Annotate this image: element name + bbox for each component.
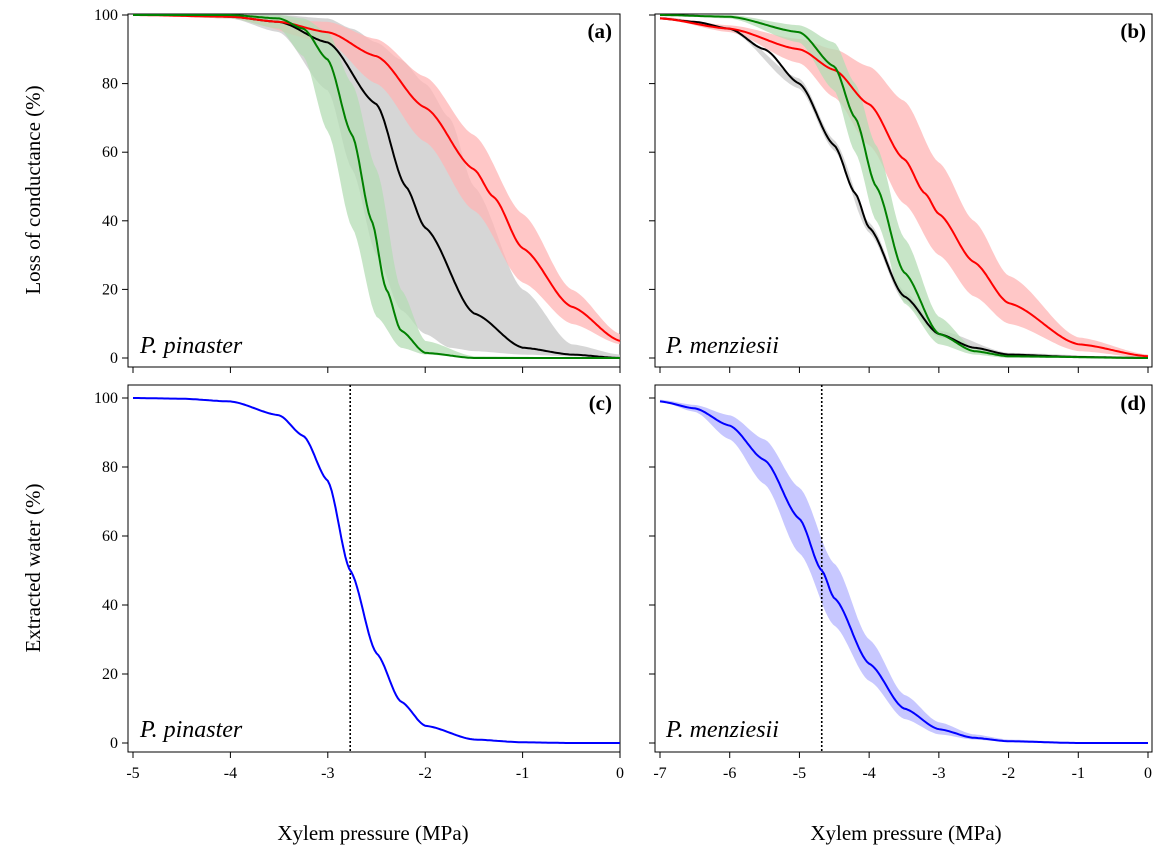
panel-b-species: P. menziesii bbox=[665, 333, 779, 359]
y-axis-title-top: Loss of conductance (%) bbox=[21, 85, 45, 294]
y-tick-label: 100 bbox=[94, 390, 118, 407]
y-tick-label: 40 bbox=[102, 213, 118, 230]
y-tick-label: 60 bbox=[102, 144, 118, 161]
y-tick-label: 80 bbox=[102, 459, 118, 476]
y-tick-label: 0 bbox=[110, 735, 118, 752]
band-red bbox=[133, 15, 620, 345]
panel-b-frame bbox=[654, 13, 1153, 368]
y-axis-title-bottom: Extracted water (%) bbox=[21, 483, 45, 652]
panel-c-label: (c) bbox=[589, 391, 612, 415]
x-tick-label: -3 bbox=[932, 765, 945, 782]
band-green bbox=[133, 15, 620, 358]
y-tick-label: 40 bbox=[102, 597, 118, 614]
series-line-green bbox=[660, 14, 1148, 359]
panel-d-plot: -7 -6 -5 -4 -3 -2 -1 0 bbox=[649, 385, 1152, 782]
y-tick-label: 60 bbox=[102, 528, 118, 545]
panel-a-label: (a) bbox=[588, 19, 613, 43]
band-blue bbox=[660, 399, 1148, 743]
panel-a-species: P. pinaster bbox=[139, 333, 243, 359]
y-tick-label: 80 bbox=[102, 76, 118, 93]
panel-a-plot: 0 20 40 60 80 100 bbox=[94, 7, 621, 373]
y-tick-label: 20 bbox=[102, 281, 118, 298]
panel-b-plot bbox=[649, 14, 1149, 373]
y-tick-label: 20 bbox=[102, 666, 118, 683]
panel-d-species: P. menziesii bbox=[665, 717, 779, 743]
x-tick-label: -7 bbox=[653, 765, 666, 782]
band-green bbox=[660, 15, 1148, 358]
panel-d-frame bbox=[654, 384, 1153, 753]
x-tick-label: 0 bbox=[1144, 765, 1152, 782]
x-tick-label: -2 bbox=[419, 765, 432, 782]
x-tick-label: -4 bbox=[224, 765, 237, 782]
series-line-blue bbox=[133, 397, 620, 744]
x-tick-label: -2 bbox=[1002, 765, 1015, 782]
y-tick-label: 100 bbox=[94, 7, 118, 24]
panel-b-label: (b) bbox=[1120, 19, 1146, 43]
x-tick-label: -4 bbox=[862, 765, 875, 782]
panel-c-plot: 0 20 40 60 80 100 -5 -4 -3 -2 -1 0 bbox=[94, 385, 624, 782]
series-line-green bbox=[133, 14, 620, 359]
x-tick-label: -6 bbox=[723, 765, 736, 782]
x-axis-title-right: Xylem pressure (MPa) bbox=[810, 821, 1001, 845]
series-line-red bbox=[659, 17, 1149, 358]
x-tick-label: -5 bbox=[793, 765, 806, 782]
x-tick-label: -3 bbox=[321, 765, 334, 782]
x-axis-title-left: Xylem pressure (MPa) bbox=[277, 821, 468, 845]
series-line-blue bbox=[659, 400, 1148, 744]
panel-c-species: P. pinaster bbox=[139, 717, 243, 743]
y-tick-label: 0 bbox=[110, 350, 118, 367]
x-tick-label: -1 bbox=[516, 765, 529, 782]
panel-c-frame bbox=[127, 384, 621, 753]
panel-a-frame bbox=[127, 13, 621, 368]
x-tick-label: -1 bbox=[1072, 765, 1085, 782]
x-tick-label: -5 bbox=[126, 765, 139, 782]
panel-d-label: (d) bbox=[1120, 391, 1146, 415]
x-tick-label: 0 bbox=[616, 765, 624, 782]
band-red bbox=[660, 16, 1148, 358]
series-line-red bbox=[133, 14, 621, 342]
